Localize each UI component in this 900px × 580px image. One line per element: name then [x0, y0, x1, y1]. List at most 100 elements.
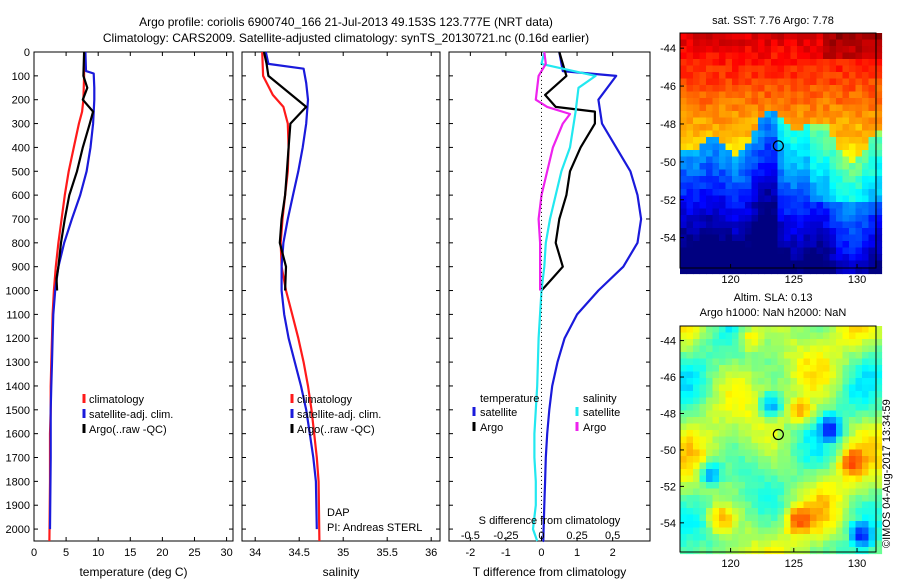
sst-map-cell: [712, 46, 720, 54]
sla-map-cell: [745, 358, 753, 366]
sst-map-cell: [706, 241, 714, 249]
sla-map-cell: [712, 534, 720, 542]
sla-map-cell: [777, 371, 785, 379]
sst-map-cell: [706, 65, 714, 73]
sla-map-cell: [725, 371, 733, 379]
sla-map-cell: [810, 339, 818, 347]
sst-map-cell: [758, 176, 766, 184]
sla-map-cell: [732, 326, 740, 334]
sla-map-cell: [686, 495, 694, 503]
legend-entry: satellite-adj. clim.: [89, 409, 173, 421]
sst-map-cell: [855, 267, 863, 275]
sst-map-cell: [777, 221, 785, 229]
sst-map-cell: [745, 150, 753, 158]
sst-map-cell: [699, 176, 707, 184]
sla-map-cell: [764, 488, 772, 496]
sst-map-cell: [725, 72, 733, 80]
sla-map-cell: [732, 462, 740, 470]
sst-map-cell: [719, 267, 727, 275]
sla-map-cell: [875, 514, 883, 522]
sla-map-cell: [849, 332, 857, 340]
sst-map-cell: [862, 234, 870, 242]
sst-map-cell: [855, 215, 863, 223]
sla-map-cell: [686, 540, 694, 548]
sla-map-cell: [758, 410, 766, 418]
sla-map-cell: [816, 508, 824, 516]
sst-map-y-tick-label: -46: [660, 81, 676, 93]
y-tick-label: 500: [12, 166, 30, 178]
sla-map-cell: [745, 339, 753, 347]
sla-map-cell: [719, 417, 727, 425]
sla-map-cell: [777, 345, 785, 353]
sst-map-cell: [764, 247, 772, 255]
sla-map-cell: [725, 339, 733, 347]
sst-map-cell: [875, 169, 883, 177]
sst-map-cell: [745, 247, 753, 255]
sla-map-cell: [686, 462, 694, 470]
sla-map-cell: [823, 358, 831, 366]
sla-map-cell: [725, 345, 733, 353]
sla-map-cell: [849, 514, 857, 522]
sla-map-cell: [849, 469, 857, 477]
sst-map-cell: [686, 182, 694, 190]
sst-map-cell: [784, 78, 792, 86]
sst-map-cell: [849, 182, 857, 190]
sla-map-cell: [745, 495, 753, 503]
sst-map-cell: [862, 59, 870, 67]
sst-map-cell: [868, 98, 876, 106]
sla-map-cell: [699, 501, 707, 509]
sst-map-cell: [862, 143, 870, 151]
sla-map-cell: [725, 495, 733, 503]
sst-map-cell: [777, 267, 785, 275]
sst-map-cell: [855, 46, 863, 54]
sst-map-cell: [764, 78, 772, 86]
sst-map-cell: [738, 215, 746, 223]
sla-map-cell: [686, 404, 694, 412]
sst-map-cell: [790, 39, 798, 47]
sst-map-cell: [686, 176, 694, 184]
sst-map-cell: [810, 195, 818, 203]
sst-map-cell: [849, 215, 857, 223]
sla-map-cell: [725, 443, 733, 451]
sst-map-cell: [693, 169, 701, 177]
sla-map-cell: [875, 482, 883, 490]
sst-map-cell: [719, 156, 727, 164]
sst-map-cell: [771, 195, 779, 203]
sst-map-cell: [855, 169, 863, 177]
sst-map-cell: [693, 163, 701, 171]
sla-map-cell: [790, 326, 798, 334]
sla-map-cell: [862, 456, 870, 464]
sla-map-cell: [797, 326, 805, 334]
sla-map-cell: [764, 384, 772, 392]
sla-map-cell: [803, 339, 811, 347]
sla-map-cell: [790, 352, 798, 360]
sst-map-cell: [745, 215, 753, 223]
sla-map-cell: [797, 475, 805, 483]
sla-map-cell: [693, 540, 701, 548]
sla-map-cell: [719, 508, 727, 516]
sla-map-cell: [784, 397, 792, 405]
sst-map-cell: [842, 78, 850, 86]
sla-map-cell: [699, 430, 707, 438]
sst-map-cell: [712, 208, 720, 216]
sst-map-cell: [855, 247, 863, 255]
sla-map-cell: [725, 534, 733, 542]
sla-map-cell: [823, 547, 831, 555]
sst-map-cell: [829, 137, 837, 145]
sla-map-cell: [784, 495, 792, 503]
sla-map-cell: [680, 345, 688, 353]
sst-map-cell: [719, 241, 727, 249]
sla-map-cell: [823, 332, 831, 340]
sla-map-cell: [758, 547, 766, 555]
sla-map-cell: [758, 384, 766, 392]
sla-map-cell: [693, 443, 701, 451]
sla-map-cell: [875, 508, 883, 516]
sst-map-cell: [829, 189, 837, 197]
sst-map-cell: [745, 72, 753, 80]
x-tick-label: 0: [31, 547, 37, 559]
sst-map-cell: [738, 150, 746, 158]
sla-map-cell: [862, 521, 870, 529]
sla-map-cell: [810, 358, 818, 366]
sla-map-cell: [732, 371, 740, 379]
sst-map-cell: [719, 104, 727, 112]
